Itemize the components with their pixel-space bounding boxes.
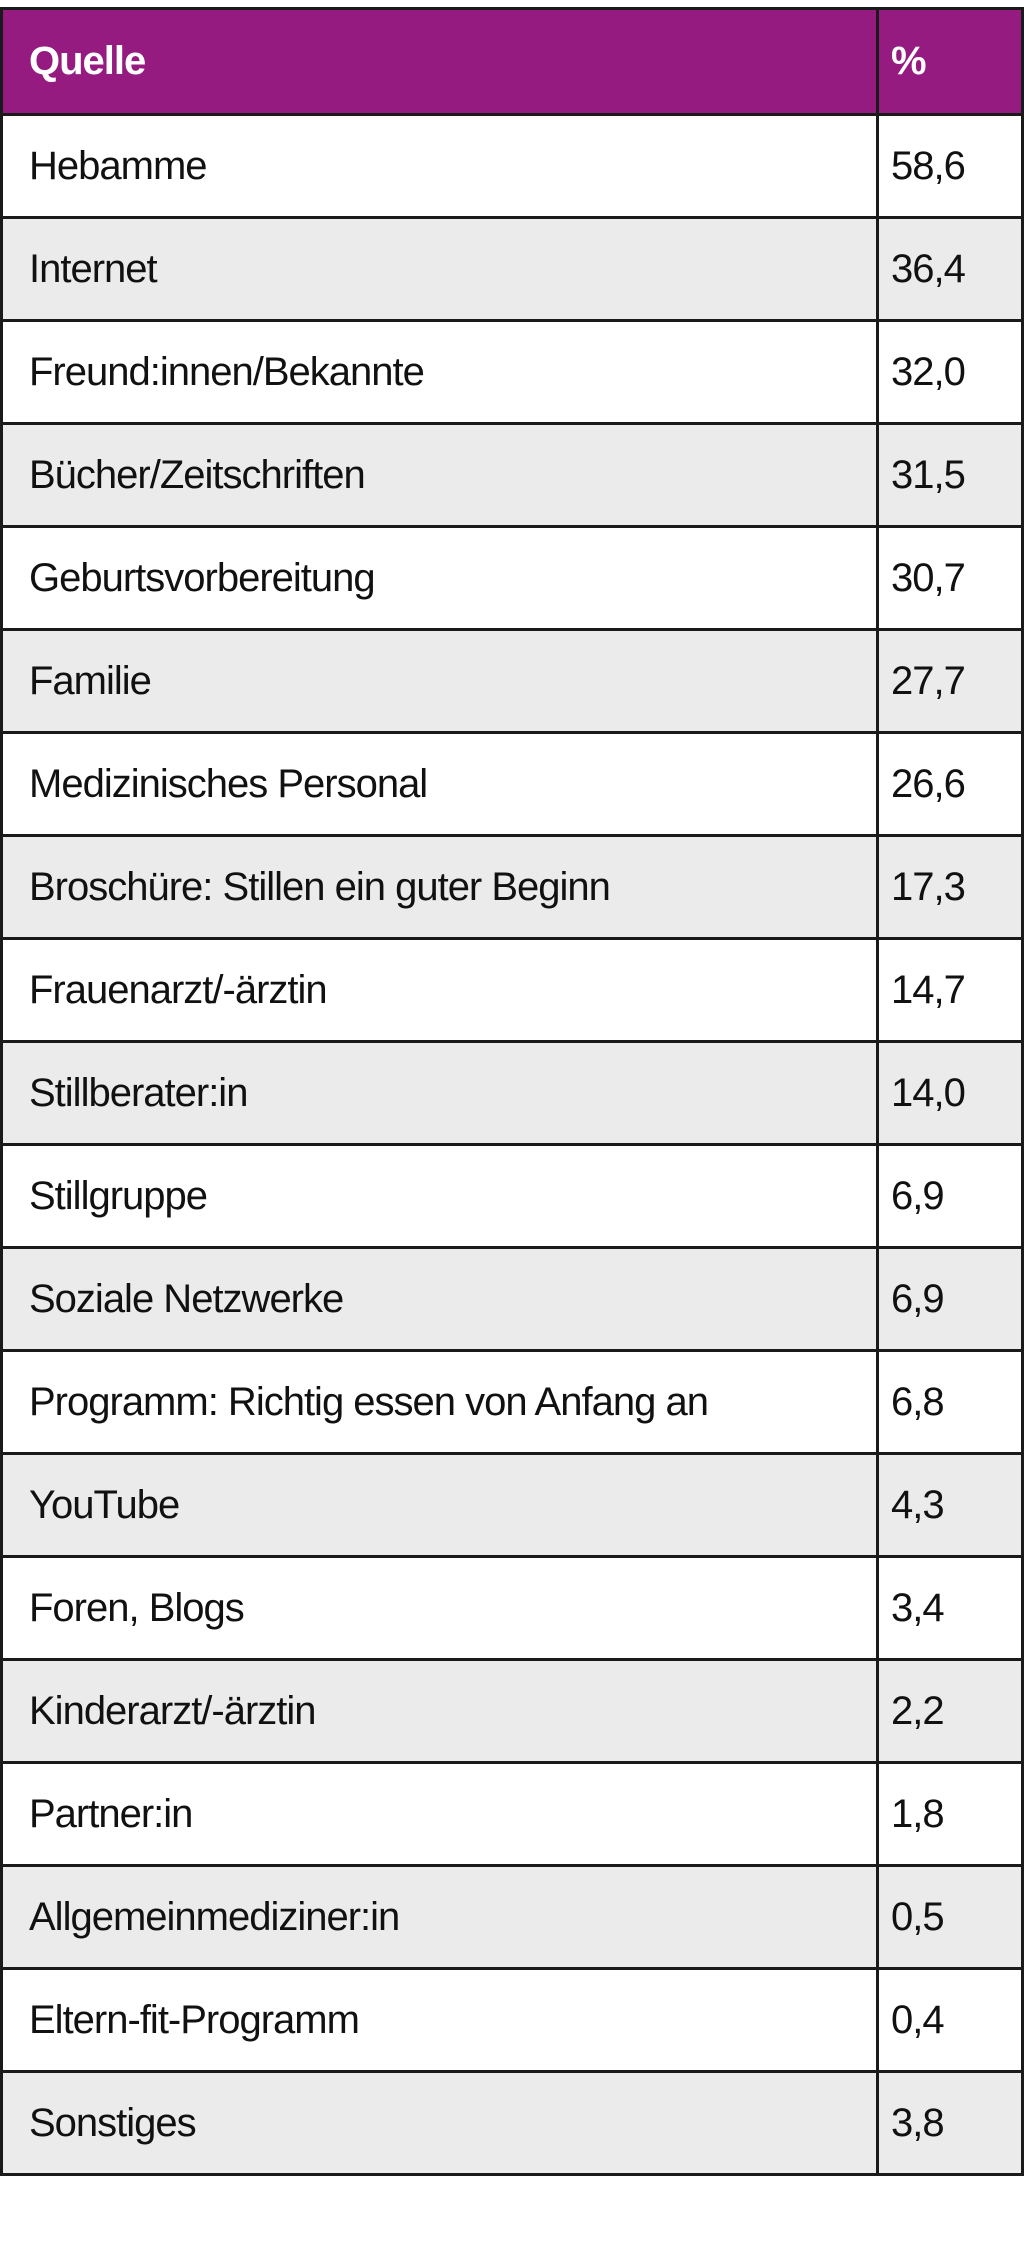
percent-cell: 14,7 <box>876 937 1024 1043</box>
table-row: Geburtsvorbereitung 30,7 <box>0 525 1024 631</box>
table-row: Internet 36,4 <box>0 216 1024 322</box>
source-cell: Soziale Netzwerke <box>0 1246 879 1352</box>
table-row: Freund:innen/Bekannte 32,0 <box>0 319 1024 425</box>
table-row: Broschüre: Stillen ein guter Beginn 17,3 <box>0 834 1024 940</box>
table-row: Familie 27,7 <box>0 628 1024 734</box>
percent-cell: 6,9 <box>876 1143 1024 1249</box>
percent-cell: 14,0 <box>876 1040 1024 1146</box>
table-row: Programm: Richtig essen von Anfang an 6,8 <box>0 1349 1024 1455</box>
source-cell: Geburtsvorbereitung <box>0 525 879 631</box>
header-source: Quelle <box>0 7 879 116</box>
source-cell: Sonstiges <box>0 2070 879 2176</box>
header-percent: % <box>876 7 1024 116</box>
percent-cell: 3,8 <box>876 2070 1024 2176</box>
percent-cell: 58,6 <box>876 113 1024 219</box>
table-row: Partner:in 1,8 <box>0 1761 1024 1867</box>
table-row: Medizinisches Personal 26,6 <box>0 731 1024 837</box>
percent-cell: 3,4 <box>876 1555 1024 1661</box>
percent-cell: 17,3 <box>876 834 1024 940</box>
table-row: Bücher/Zeitschriften 31,5 <box>0 422 1024 528</box>
header-row: Quelle % <box>0 7 1024 116</box>
source-cell: Internet <box>0 216 879 322</box>
table-row: Foren, Blogs 3,4 <box>0 1555 1024 1661</box>
source-cell: Frauenarzt/-ärztin <box>0 937 879 1043</box>
table-row: Sonstiges 3,8 <box>0 2070 1024 2176</box>
percent-cell: 31,5 <box>876 422 1024 528</box>
percent-cell: 0,5 <box>876 1864 1024 1970</box>
table-row: Kinderarzt/-ärztin 2,2 <box>0 1658 1024 1764</box>
percent-cell: 26,6 <box>876 731 1024 837</box>
table-row: Allgemeinmediziner:in 0,5 <box>0 1864 1024 1970</box>
source-cell: Foren, Blogs <box>0 1555 879 1661</box>
percent-cell: 6,9 <box>876 1246 1024 1352</box>
source-cell: Programm: Richtig essen von Anfang an <box>0 1349 879 1455</box>
source-cell: Eltern-fit-Programm <box>0 1967 879 2073</box>
percent-cell: 2,2 <box>876 1658 1024 1764</box>
percent-cell: 6,8 <box>876 1349 1024 1455</box>
source-cell: Familie <box>0 628 879 734</box>
table-row: YouTube 4,3 <box>0 1452 1024 1558</box>
percent-cell: 27,7 <box>876 628 1024 734</box>
source-cell: Stillgruppe <box>0 1143 879 1249</box>
table-row: Hebamme 58,6 <box>0 113 1024 219</box>
source-cell: Kinderarzt/-ärztin <box>0 1658 879 1764</box>
percent-cell: 30,7 <box>876 525 1024 631</box>
percent-cell: 36,4 <box>876 216 1024 322</box>
table-row: Soziale Netzwerke 6,9 <box>0 1246 1024 1352</box>
table-row: Stillgruppe 6,9 <box>0 1143 1024 1249</box>
source-cell: Bücher/Zeitschriften <box>0 422 879 528</box>
source-cell: Freund:innen/Bekannte <box>0 319 879 425</box>
source-cell: Broschüre: Stillen ein guter Beginn <box>0 834 879 940</box>
source-cell: Hebamme <box>0 113 879 219</box>
table-row: Eltern-fit-Programm 0,4 <box>0 1967 1024 2073</box>
table-row: Stillberater:in 14,0 <box>0 1040 1024 1146</box>
percent-cell: 0,4 <box>876 1967 1024 2073</box>
sources-table: Quelle % Hebamme 58,6 Internet 36,4 Freund:i… <box>0 7 1024 2176</box>
source-cell: Allgemeinmediziner:in <box>0 1864 879 1970</box>
percent-cell: 32,0 <box>876 319 1024 425</box>
source-cell: Stillberater:in <box>0 1040 879 1146</box>
percent-cell: 1,8 <box>876 1761 1024 1867</box>
source-cell: Partner:in <box>0 1761 879 1867</box>
percent-cell: 4,3 <box>876 1452 1024 1558</box>
source-cell: Medizinisches Personal <box>0 731 879 837</box>
table-row: Frauenarzt/-ärztin 14,7 <box>0 937 1024 1043</box>
source-cell: YouTube <box>0 1452 879 1558</box>
